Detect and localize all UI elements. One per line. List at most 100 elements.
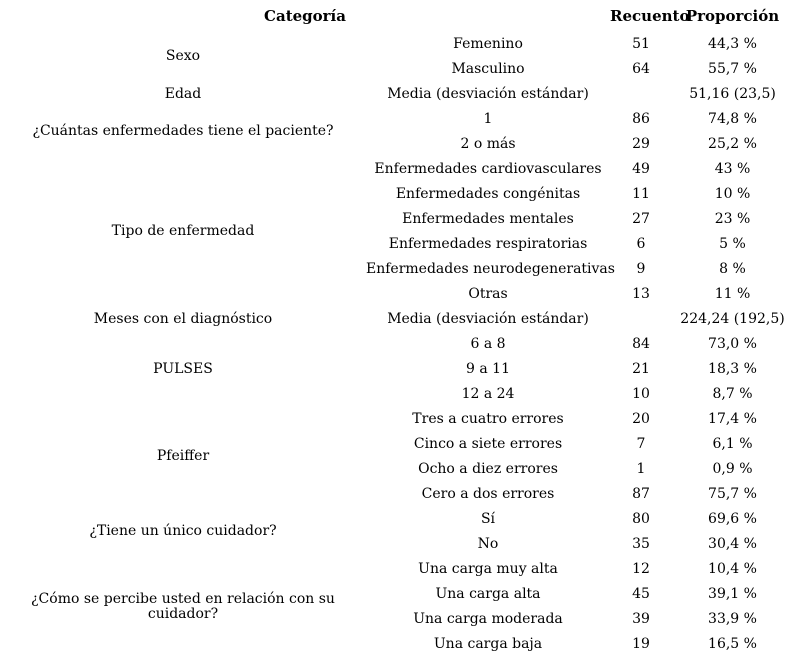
table-row: 9 a 11 21 18,3 % xyxy=(0,357,793,382)
proportion-cell: 16,5 % xyxy=(708,635,757,652)
table-row: Edad Media (desviación estándar) 51,16 (… xyxy=(0,82,793,107)
proportion-cell: 74,8 % xyxy=(708,110,757,127)
subcategory-cell: Masculino xyxy=(451,60,525,77)
subcategory-cell: Enfermedades neurodegenerativas xyxy=(366,260,615,277)
table-row: Una carga baja 19 16,5 % xyxy=(0,632,793,657)
proportion-cell: 39,1 % xyxy=(708,585,757,602)
category-cell-sexo: Sexo xyxy=(165,48,201,65)
table-row: ¿Tiene un único cuidador? Sí 80 69,6 % xyxy=(0,507,793,539)
proportion-cell: 6,1 % xyxy=(712,435,753,452)
proportion-cell: 23 % xyxy=(714,210,751,227)
subcategory-cell: Enfermedades congénitas xyxy=(395,185,581,202)
category-cell-relacion-cuidador: ¿Cómo se percibe usted en relación con s… xyxy=(31,590,335,622)
column-header-category: Categoría xyxy=(264,6,346,25)
count-cell: 6 xyxy=(636,235,646,252)
column-header-count: Recuento xyxy=(610,6,690,25)
count-cell: 45 xyxy=(632,585,650,602)
category-cell-edad: Edad xyxy=(164,85,202,102)
proportion-cell: 43 % xyxy=(714,160,751,177)
table-row: Enfermedades congénitas 11 10 % xyxy=(0,182,793,207)
count-cell: 11 xyxy=(632,185,650,202)
proportion-cell: 55,7 % xyxy=(708,60,757,77)
count-cell: 1 xyxy=(636,460,646,477)
category-cell-meses-diagnostico: Meses con el diagnóstico xyxy=(93,310,273,327)
proportion-cell: 25,2 % xyxy=(708,135,757,152)
subcategory-cell: Una carga muy alta xyxy=(418,560,558,577)
table-row: Enfermedades neurodegenerativas 9 8 % xyxy=(0,257,793,282)
table-row: Cinco a siete errores 7 6,1 % xyxy=(0,432,793,457)
table-row: Tipo de enfermedad Enfermedades cardiova… xyxy=(0,157,793,239)
table-row: Enfermedades mentales 27 23 % xyxy=(0,207,793,232)
count-cell: 7 xyxy=(636,435,646,452)
proportion-cell: 8,7 % xyxy=(712,385,753,402)
category-cell-pulses: PULSES xyxy=(153,360,213,377)
count-cell: 27 xyxy=(632,210,650,227)
subcategory-cell: Enfermedades mentales xyxy=(402,210,574,227)
table-row: Meses con el diagnóstico Media (desviaci… xyxy=(0,307,793,332)
count-cell: 29 xyxy=(632,135,650,152)
column-header-proportion: Proporción xyxy=(685,6,780,25)
proportion-cell: 224,24 (192,5) xyxy=(680,310,785,327)
count-cell: 19 xyxy=(632,635,650,652)
table-row: Ocho a diez errores 1 0,9 % xyxy=(0,457,793,482)
proportion-cell: 18,3 % xyxy=(708,360,757,377)
header-row: Categoría Recuento Proporción xyxy=(0,0,793,32)
category-cell-unico-cuidador: ¿Tiene un único cuidador? xyxy=(89,523,277,540)
table-row: Enfermedades respiratorias 6 5 % xyxy=(0,232,793,257)
count-cell: 35 xyxy=(632,535,650,552)
subcategory-cell: No xyxy=(477,535,499,552)
table-row: Otras 13 11 % xyxy=(0,282,793,307)
proportion-cell: 44,3 % xyxy=(708,35,757,52)
subcategory-cell: Una carga moderada xyxy=(413,610,563,627)
subcategory-cell: 9 a 11 xyxy=(466,360,510,377)
table-row: ¿Cómo se percibe usted en relación con s… xyxy=(0,557,793,622)
subcategory-cell: Una carga alta xyxy=(435,585,541,602)
subcategory-cell: 1 xyxy=(483,110,493,127)
subcategory-cell: 12 a 24 xyxy=(461,385,515,402)
count-cell: 39 xyxy=(632,610,650,627)
count-cell: 49 xyxy=(632,160,650,177)
table-row: PULSES 6 a 8 84 73,0 % xyxy=(0,332,793,376)
proportion-cell: 69,6 % xyxy=(708,510,757,527)
count-cell: 80 xyxy=(632,510,650,527)
proportion-cell: 5 % xyxy=(719,235,746,252)
subcategory-cell: Enfermedades respiratorias xyxy=(388,235,588,252)
count-cell: 20 xyxy=(632,410,650,427)
count-cell: 12 xyxy=(632,560,650,577)
subcategory-cell: Una carga baja xyxy=(433,635,543,652)
count-cell: 10 xyxy=(632,385,650,402)
table-row: Sexo Femenino 51 44,3 % xyxy=(0,32,793,64)
proportion-cell: 8 % xyxy=(719,260,746,277)
proportion-cell: 0,9 % xyxy=(712,460,753,477)
table-row: No 35 30,4 % xyxy=(0,532,793,557)
table-row: Una carga moderada 39 33,9 % xyxy=(0,607,793,632)
proportion-cell: 30,4 % xyxy=(708,535,757,552)
count-cell: 21 xyxy=(632,360,650,377)
count-cell xyxy=(610,82,672,107)
table-row: Masculino 64 55,7 % xyxy=(0,57,793,82)
proportion-cell: 10 % xyxy=(714,185,751,202)
subcategory-cell: Cero a dos errores xyxy=(421,485,555,502)
count-cell: 87 xyxy=(632,485,650,502)
table-row: 12 a 24 10 8,7 % xyxy=(0,382,793,407)
count-cell: 51 xyxy=(632,35,650,52)
proportion-cell: 73,0 % xyxy=(708,335,757,352)
proportion-cell: 33,9 % xyxy=(708,610,757,627)
table-row: ¿Cuántas enfermedades tiene el paciente?… xyxy=(0,107,793,139)
proportion-cell: 17,4 % xyxy=(708,410,757,427)
table-row: Cero a dos errores 87 75,7 % xyxy=(0,482,793,507)
subcategory-cell: Enfermedades cardiovasculares xyxy=(374,160,602,177)
category-cell-pfeiffer: Pfeiffer xyxy=(156,448,210,465)
count-cell: 64 xyxy=(632,60,650,77)
subcategory-cell: Otras xyxy=(468,285,508,302)
table-row: 2 o más 29 25,2 % xyxy=(0,132,793,157)
subcategory-cell: Ocho a diez errores xyxy=(418,460,558,477)
subcategory-cell: Media (desviación estándar) xyxy=(387,85,589,102)
count-cell: 86 xyxy=(632,110,650,127)
table-row: Una carga alta 45 39,1 % xyxy=(0,582,793,607)
proportion-cell: 11 % xyxy=(714,285,751,302)
subcategory-cell: Media (desviación estándar) xyxy=(387,310,589,327)
count-cell: 13 xyxy=(632,285,650,302)
proportion-cell: 10,4 % xyxy=(708,560,757,577)
